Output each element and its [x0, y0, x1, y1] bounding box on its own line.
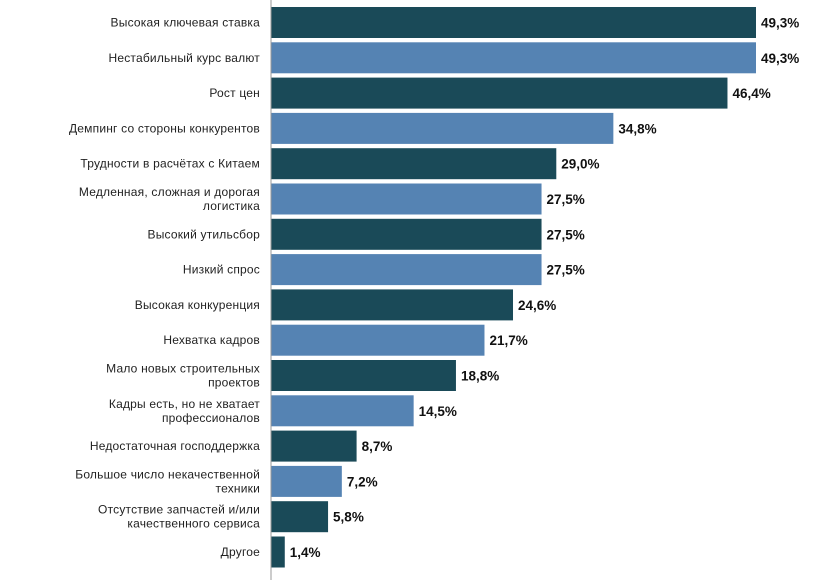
bar-10	[271, 324, 485, 356]
category-label-7: Высокий утильсбор	[147, 227, 260, 241]
bar-6	[271, 183, 542, 215]
value-label-10: 21,7%	[489, 333, 527, 348]
bar-5	[271, 148, 557, 180]
value-label-5: 29,0%	[561, 157, 599, 172]
value-label-4: 34,8%	[618, 121, 656, 136]
category-label-3: Рост цен	[209, 86, 260, 100]
category-label-2: Нестабильный курс валют	[108, 51, 260, 65]
bar-12	[271, 395, 414, 427]
category-label-1: Высокая ключевая ставка	[111, 16, 261, 30]
value-label-12: 14,5%	[419, 404, 457, 419]
value-label-6: 27,5%	[547, 192, 585, 207]
category-label-10: Нехватка кадров	[163, 333, 260, 347]
bar-15	[271, 501, 329, 533]
value-label-15: 5,8%	[333, 510, 364, 525]
category-label-14: Большое число некачественной техники	[75, 467, 260, 495]
category-label-8: Низкий спрос	[183, 263, 260, 277]
value-label-2: 49,3%	[761, 51, 799, 66]
category-label-11: Мало новых строительных проектов	[106, 362, 260, 390]
bar-16	[271, 536, 285, 568]
category-label-12: Кадры есть, но не хватает профессионалов	[109, 397, 260, 425]
bar-1	[271, 7, 756, 38]
category-label-6: Медленная, сложная и дорогая логистика	[79, 185, 260, 213]
bar-7	[271, 218, 542, 250]
category-label-9: Высокая конкуренция	[135, 298, 260, 312]
value-label-11: 18,8%	[461, 369, 499, 384]
bar-2	[271, 42, 756, 74]
bar-3	[271, 77, 728, 109]
category-label-16: Другое	[221, 545, 260, 559]
value-label-13: 8,7%	[362, 439, 393, 454]
bar-11	[271, 360, 456, 391]
category-label-15: Отсутствие запчастей и/или качественного …	[98, 503, 260, 531]
bar-8	[271, 254, 542, 286]
value-label-16: 1,4%	[290, 545, 321, 560]
category-label-4: Демпинг со стороны конкурентов	[69, 121, 260, 135]
value-label-8: 27,5%	[547, 263, 585, 278]
value-label-14: 7,2%	[347, 474, 378, 489]
bar-13	[271, 430, 357, 462]
value-label-1: 49,3%	[761, 16, 799, 31]
bar-14	[271, 465, 342, 497]
category-label-13: Недостаточная господдержка	[90, 439, 260, 453]
value-label-7: 27,5%	[547, 227, 585, 242]
value-label-9: 24,6%	[518, 298, 556, 313]
bar-4	[271, 112, 614, 144]
category-label-5: Трудности в расчётах с Китаем	[80, 157, 260, 171]
value-label-3: 46,4%	[732, 86, 770, 101]
bar-9	[271, 289, 514, 321]
